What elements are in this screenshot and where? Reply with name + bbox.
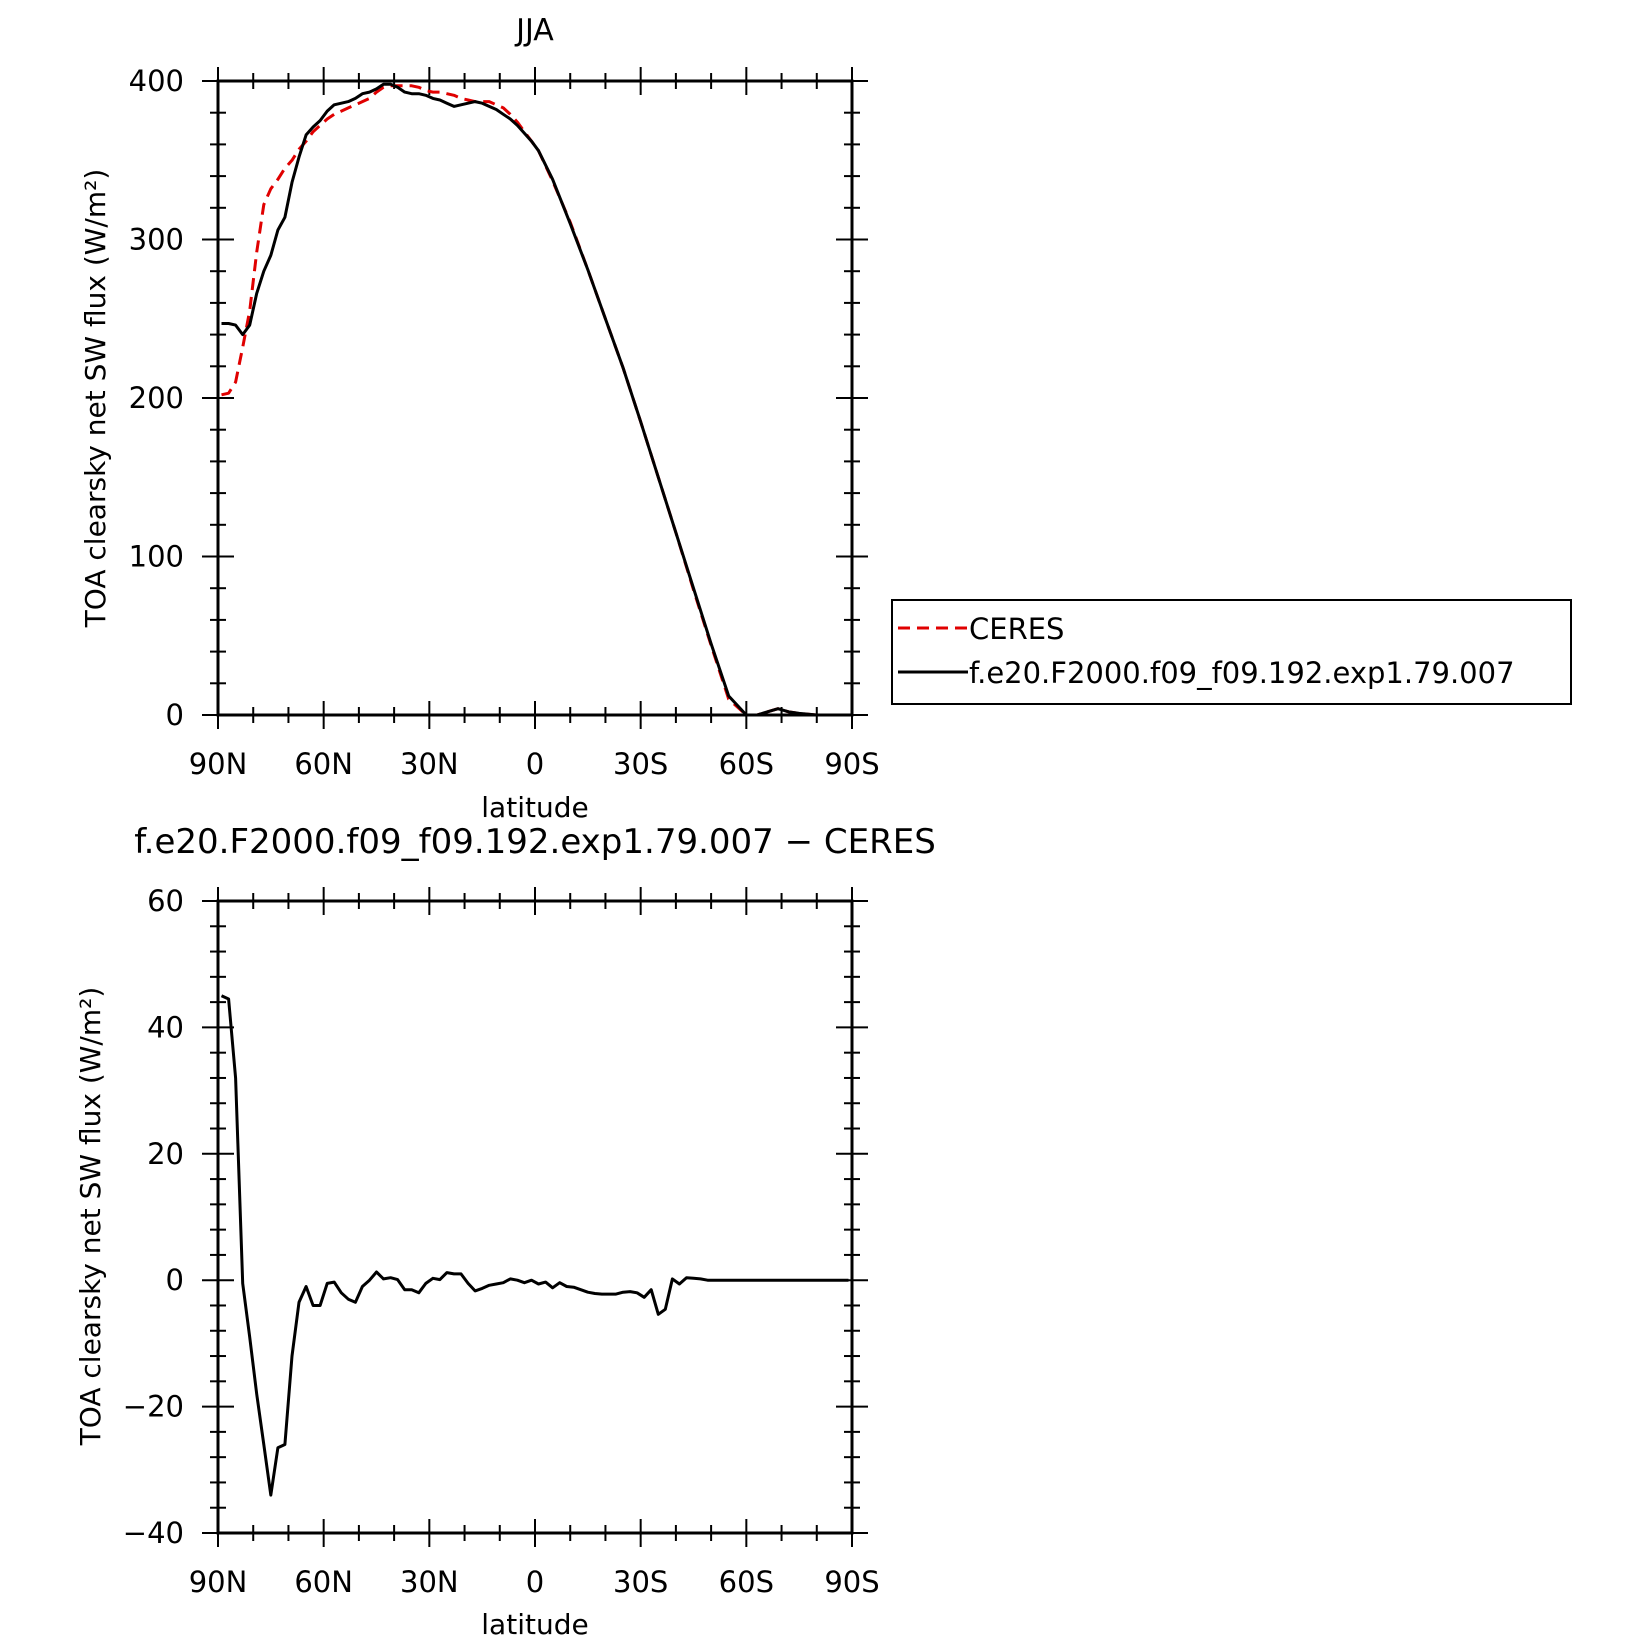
top-chart-x-tick-labels: 90N 60N 30N 0 30S 60S 90S — [189, 747, 880, 781]
top-chart-title: JJA — [514, 13, 554, 48]
top-chart-y-tick-label: 100 — [129, 540, 184, 574]
bottom-chart-y-axis-label: TOA clearsky net SW flux (W/m²) — [74, 987, 107, 1447]
top-chart-x-axis-label: latitude — [481, 791, 588, 824]
top-chart-frame — [216, 79, 854, 717]
top-chart-series-line-ceres — [221, 84, 849, 717]
top-chart-y-axis-label: TOA clearsky net SW flux (W/m²) — [79, 169, 112, 629]
top-chart-ticks — [202, 67, 868, 729]
bottom-chart-x-tick-label: 90S — [824, 1565, 879, 1599]
bottom-chart-x-tick-labels: 90N 60N 30N 0 30S 60S 90S — [189, 1565, 880, 1599]
bottom-chart-y-tick-label: 20 — [147, 1137, 184, 1171]
top-chart-x-tick-label: 30N — [400, 747, 459, 781]
bottom-chart-y-tick-label: −40 — [123, 1516, 184, 1550]
bottom-chart-panel: f.e20.F2000.f09_f09.192.exp1.79.007 − CE… — [74, 822, 936, 1641]
legend-box — [891, 599, 1572, 705]
bottom-chart-x-tick-label: 30S — [613, 1565, 668, 1599]
bottom-chart-ticks — [202, 887, 868, 1547]
bottom-chart-x-tick-label: 30N — [400, 1565, 459, 1599]
top-chart-series-line-f-e20-f2000-f09-f09-192-exp1-79-007 — [221, 82, 849, 717]
legend-model-label: f.e20.F2000.f09_f09.192.exp1.79.007 — [969, 656, 1515, 690]
top-chart-y-tick-label: 400 — [129, 64, 184, 98]
bottom-chart-frame — [216, 899, 854, 1535]
top-chart-y-tick-label: 200 — [129, 381, 184, 415]
bottom-chart-y-tick-label: 60 — [147, 884, 184, 918]
bottom-chart-y-tick-label: 40 — [147, 1010, 184, 1044]
top-chart-x-tick-label: 60S — [719, 747, 774, 781]
top-chart-x-tick-label: 90N — [189, 747, 248, 781]
bottom-chart-series-line-difference — [220, 994, 849, 1497]
top-chart-y-tick-label: 0 — [166, 698, 184, 732]
legend: CERES f.e20.F2000.f09_f09.192.exp1.79.00… — [891, 599, 1572, 705]
top-chart-y-tick-label: 300 — [129, 223, 184, 257]
top-chart-x-tick-label: 0 — [526, 747, 544, 781]
top-chart-x-tick-label: 90S — [824, 747, 879, 781]
bottom-chart-y-tick-labels: −40 −20 0 20 40 60 — [123, 884, 184, 1550]
bottom-chart-y-tick-label: −20 — [123, 1390, 184, 1424]
bottom-chart-x-tick-label: 60S — [719, 1565, 774, 1599]
legend-ceres-label: CERES — [969, 612, 1064, 646]
top-chart-panel: JJA 90N 60N 30N 0 30S 60S 90S 0 100 200 300 400 la… — [79, 13, 880, 824]
bottom-chart-x-tick-label: 0 — [526, 1565, 544, 1599]
top-chart-x-tick-label: 30S — [613, 747, 668, 781]
bottom-chart-title: f.e20.F2000.f09_f09.192.exp1.79.007 − CE… — [134, 822, 936, 862]
top-chart-y-tick-labels: 0 100 200 300 400 — [129, 64, 184, 732]
bottom-chart-x-tick-label: 60N — [294, 1565, 353, 1599]
bottom-chart-x-tick-label: 90N — [189, 1565, 248, 1599]
bottom-chart-x-axis-label: latitude — [481, 1608, 588, 1641]
top-chart-x-tick-label: 60N — [294, 747, 353, 781]
bottom-chart-lines — [220, 994, 849, 1497]
bottom-chart-y-tick-label: 0 — [166, 1263, 184, 1297]
top-chart-lines — [221, 82, 849, 717]
